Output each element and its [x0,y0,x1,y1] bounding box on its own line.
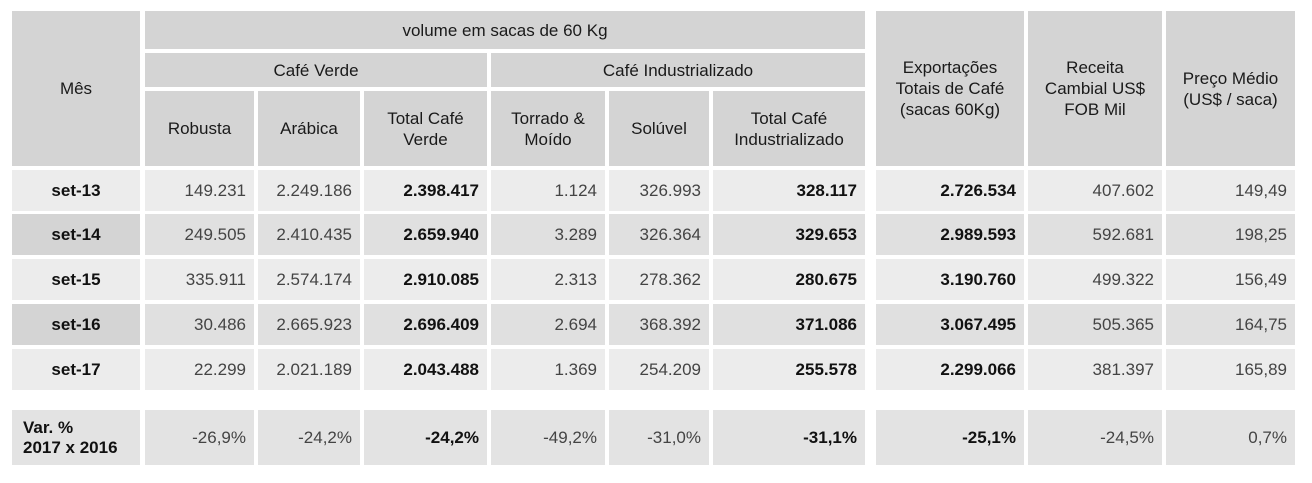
cell-arabica: 2.410.435 [258,214,360,255]
cell-roasted: 3.289 [491,214,605,255]
header-revenue: Receita Cambial US$ FOB Mil [1028,11,1162,166]
variation-revenue: -24,5% [1028,410,1162,465]
cell-exports: 3.067.495 [876,304,1024,345]
header-industrial-label: Café Industrializado [602,60,754,80]
cell-total-industrial: 371.086 [713,304,865,345]
header-exports: Exportações Totais de Café (sacas 60Kg) [876,11,1024,166]
header-total-green-label: Total Café Verde [387,108,464,149]
row-month: set-13 [12,170,140,211]
cell-price: 156,49 [1166,259,1295,300]
cell-revenue: 592.681 [1028,214,1162,255]
variation-robusta: -26,9% [145,410,254,465]
cell-total-green: 2.696.409 [364,304,487,345]
header-exports-label: Exportações Totais de Café (sacas 60Kg) [895,58,1005,119]
cell-total-industrial: 329.653 [713,214,865,255]
cell-total-industrial: 255.578 [713,349,865,390]
header-total-industrial: Total Café Industrializado [713,91,865,166]
cell-soluble: 326.364 [609,214,709,255]
header-robusta: Robusta [145,91,254,166]
header-robusta-label: Robusta [167,119,232,138]
header-green-label: Café Verde [273,60,359,80]
header-month: Mês [12,11,140,166]
cell-price: 198,25 [1166,214,1295,255]
header-soluble-label: Solúvel [631,119,687,138]
cell-total-green: 2.910.085 [364,259,487,300]
cell-revenue: 499.322 [1028,259,1162,300]
cell-roasted: 1.369 [491,349,605,390]
row-month: set-15 [12,259,140,300]
cell-soluble: 254.209 [609,349,709,390]
header-green-group: Café Verde [145,53,487,87]
cell-exports: 2.989.593 [876,214,1024,255]
cell-roasted: 2.313 [491,259,605,300]
cell-robusta: 335.911 [145,259,254,300]
cell-arabica: 2.665.923 [258,304,360,345]
variation-label: Var. % 2017 x 2016 [12,410,140,465]
cell-exports: 3.190.760 [876,259,1024,300]
cell-revenue: 407.602 [1028,170,1162,211]
variation-arabica: -24,2% [258,410,360,465]
row-month: set-16 [12,304,140,345]
header-volume-label: volume em sacas de 60 Kg [402,20,608,40]
cell-arabica: 2.249.186 [258,170,360,211]
row-month: set-17 [12,349,140,390]
variation-exports: -25,1% [876,410,1024,465]
variation-label-text: Var. % 2017 x 2016 [23,418,118,458]
variation-label-line1: Var. % [23,417,74,437]
header-soluble: Solúvel [609,91,709,166]
cell-price: 165,89 [1166,349,1295,390]
row-month: set-14 [12,214,140,255]
cell-total-industrial: 328.117 [713,170,865,211]
cell-total-green: 2.043.488 [364,349,487,390]
cell-arabica: 2.021.189 [258,349,360,390]
variation-label-line2: 2017 x 2016 [23,437,118,457]
header-volume-group: volume em sacas de 60 Kg [145,11,865,49]
cell-robusta: 30.486 [145,304,254,345]
cell-price: 149,49 [1166,170,1295,211]
header-price: Preço Médio (US$ / saca) [1166,11,1295,166]
cell-revenue: 381.397 [1028,349,1162,390]
header-arabica-label: Arábica [280,119,338,138]
cell-exports: 2.299.066 [876,349,1024,390]
cell-roasted: 2.694 [491,304,605,345]
cell-robusta: 249.505 [145,214,254,255]
cell-robusta: 22.299 [145,349,254,390]
cell-soluble: 368.392 [609,304,709,345]
cell-arabica: 2.574.174 [258,259,360,300]
cell-total-green: 2.659.940 [364,214,487,255]
header-month-label: Mês [59,79,93,98]
header-roasted: Torrado & Moído [491,91,605,166]
cell-exports: 2.726.534 [876,170,1024,211]
cell-price: 164,75 [1166,304,1295,345]
cell-roasted: 1.124 [491,170,605,211]
header-total-industrial-label: Total Café Industrializado [734,108,844,149]
header-arabica: Arábica [258,91,360,166]
variation-soluble: -31,0% [609,410,709,465]
variation-total-industrial: -31,1% [713,410,865,465]
header-roasted-label: Torrado & Moído [511,108,585,149]
cell-total-industrial: 280.675 [713,259,865,300]
variation-roasted: -49,2% [491,410,605,465]
variation-price: 0,7% [1166,410,1295,465]
header-industrial-group: Café Industrializado [491,53,865,87]
cell-revenue: 505.365 [1028,304,1162,345]
cell-soluble: 278.362 [609,259,709,300]
variation-total-green: -24,2% [364,410,487,465]
header-price-label: Preço Médio (US$ / saca) [1182,68,1279,109]
cell-soluble: 326.993 [609,170,709,211]
cell-robusta: 149.231 [145,170,254,211]
header-total-green: Total Café Verde [364,91,487,166]
cell-total-green: 2.398.417 [364,170,487,211]
header-revenue-label: Receita Cambial US$ FOB Mil [1044,58,1146,119]
